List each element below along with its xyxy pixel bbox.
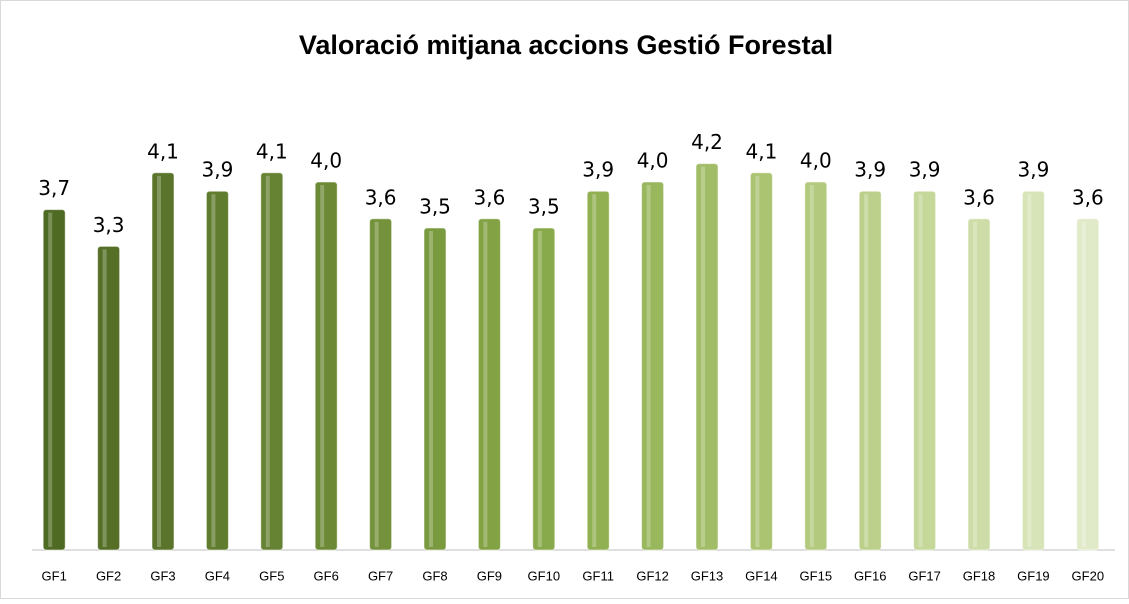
bar-highlight xyxy=(320,185,325,547)
bar-highlight xyxy=(1081,221,1086,548)
bar-highlight xyxy=(1027,194,1032,547)
bar xyxy=(477,218,501,551)
bar-highlight xyxy=(265,175,270,548)
bar xyxy=(423,227,447,551)
bar-highlight xyxy=(483,221,488,548)
x-tick-label: GF9 xyxy=(477,568,502,583)
bar-highlight xyxy=(809,185,814,547)
bar xyxy=(97,245,121,551)
value-label: 3,9 xyxy=(201,158,233,182)
bar xyxy=(1076,218,1100,551)
value-label: 4,1 xyxy=(256,139,288,163)
bar-highlight xyxy=(918,194,923,547)
value-label: 4,0 xyxy=(800,149,832,173)
bar xyxy=(749,172,773,551)
value-label: 3,6 xyxy=(365,185,397,209)
x-tick-label: GF16 xyxy=(854,568,887,583)
bar-highlight xyxy=(701,166,705,547)
x-tick-label: GF15 xyxy=(800,568,833,583)
bar xyxy=(42,209,66,551)
bar-highlight xyxy=(211,194,216,547)
bar xyxy=(369,218,393,551)
bar-highlight xyxy=(646,185,651,547)
x-tick-label: GF3 xyxy=(150,568,175,583)
value-label: 3,9 xyxy=(582,158,614,182)
bar xyxy=(532,227,556,551)
bar-highlight xyxy=(48,212,53,547)
bar xyxy=(804,181,828,551)
value-label: 3,6 xyxy=(473,185,505,209)
value-label: 3,3 xyxy=(93,213,125,237)
x-tick-label: GF8 xyxy=(422,568,447,583)
value-label: 3,9 xyxy=(1017,158,1049,182)
bar-highlight xyxy=(374,221,379,548)
bar-highlight xyxy=(157,175,161,548)
x-tick-label: GF5 xyxy=(259,568,284,583)
bar xyxy=(586,190,610,551)
bar-highlight xyxy=(102,249,107,547)
x-tick-label: GF7 xyxy=(368,568,393,583)
bar xyxy=(1021,190,1045,551)
x-tick-label: GF17 xyxy=(908,568,941,583)
bar-highlight xyxy=(592,194,597,547)
bar-highlight xyxy=(429,231,433,547)
x-tick-label: GF1 xyxy=(42,568,67,583)
x-tick-label: GF2 xyxy=(96,568,121,583)
bar xyxy=(151,172,175,551)
x-tick-label: GF12 xyxy=(636,568,669,583)
value-label: 4,1 xyxy=(147,139,179,163)
bar-highlight xyxy=(973,221,977,548)
x-tick-label: GF20 xyxy=(1072,568,1105,583)
x-tick-label: GF6 xyxy=(314,568,339,583)
value-label: 3,9 xyxy=(909,158,941,182)
bar xyxy=(967,218,991,551)
value-label: 3,6 xyxy=(1072,185,1104,209)
value-label: 3,5 xyxy=(528,195,560,219)
bar-highlight xyxy=(755,175,760,548)
value-label: 4,0 xyxy=(637,149,669,173)
x-tick-label: GF19 xyxy=(1017,568,1050,583)
value-label: 3,9 xyxy=(854,158,886,182)
value-label: 3,7 xyxy=(38,176,70,200)
bar xyxy=(695,163,719,551)
bar-highlight xyxy=(864,194,869,547)
chart-title: Valoració mitjana accions Gestió Foresta… xyxy=(299,30,833,60)
x-tick-label: GF10 xyxy=(528,568,561,583)
x-tick-label: GF18 xyxy=(963,568,996,583)
x-tick-label: GF14 xyxy=(745,568,778,583)
bar xyxy=(205,190,229,551)
bar-highlight xyxy=(537,231,542,547)
value-label: 4,0 xyxy=(310,149,342,173)
x-tick-label: GF13 xyxy=(691,568,724,583)
x-tick-label: GF4 xyxy=(205,568,230,583)
value-label: 4,1 xyxy=(745,139,777,163)
value-label: 3,6 xyxy=(963,185,995,209)
x-tick-label: GF11 xyxy=(582,568,614,583)
bar xyxy=(858,190,882,551)
value-label: 4,2 xyxy=(691,130,723,154)
bar xyxy=(260,172,284,551)
bar xyxy=(641,181,665,551)
value-label: 3,5 xyxy=(419,195,451,219)
bar xyxy=(913,190,937,551)
bar xyxy=(314,181,338,551)
